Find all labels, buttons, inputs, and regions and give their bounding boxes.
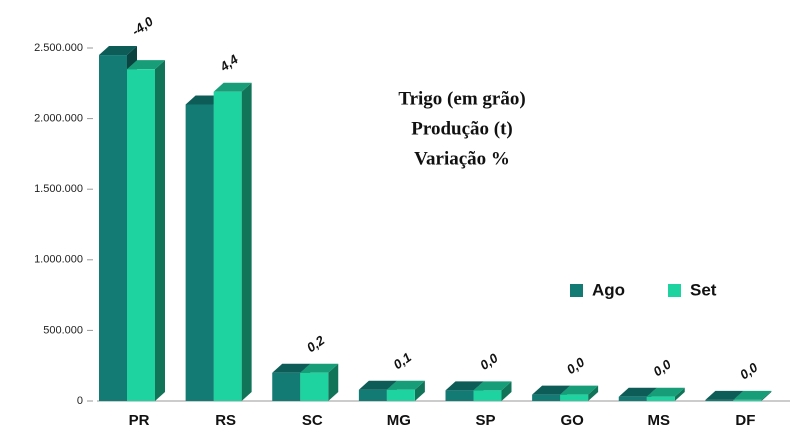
x-tick-label: DF bbox=[735, 412, 755, 429]
bar-face bbox=[532, 394, 561, 401]
chart-title: Trigo (em grão) bbox=[398, 88, 525, 109]
bar-face bbox=[618, 387, 657, 397]
bar-face bbox=[733, 390, 772, 400]
bar-face bbox=[213, 82, 252, 92]
bar-face bbox=[127, 69, 155, 402]
bar-face bbox=[127, 60, 165, 70]
bar-face bbox=[445, 390, 474, 401]
value-label: 4,4 bbox=[216, 51, 241, 75]
x-tick-label: MS bbox=[648, 412, 671, 429]
bar-face bbox=[646, 387, 685, 397]
value-label: 0,1 bbox=[391, 350, 414, 373]
bar-face bbox=[761, 390, 772, 401]
bar-face bbox=[386, 380, 425, 390]
value-label: 0,0 bbox=[650, 356, 674, 379]
bar-face bbox=[358, 380, 397, 390]
chart-title: Variação % bbox=[414, 148, 510, 169]
bar-face bbox=[532, 385, 571, 395]
bar-face bbox=[300, 372, 329, 401]
bar-face bbox=[272, 372, 301, 401]
bar bbox=[733, 390, 772, 401]
bar bbox=[386, 380, 425, 401]
y-tick-label: 1.000.000 bbox=[34, 254, 83, 266]
value-label: 0,0 bbox=[477, 350, 501, 373]
bar-face bbox=[705, 390, 744, 400]
x-tick-label: SP bbox=[475, 412, 495, 429]
x-tick-label: PR bbox=[129, 412, 150, 429]
bar-face bbox=[300, 363, 339, 373]
legend-label: Set bbox=[690, 280, 717, 299]
y-tick-label: 1.500.000 bbox=[34, 183, 83, 195]
bar-face bbox=[674, 387, 685, 401]
value-label: 0,0 bbox=[564, 354, 588, 377]
bar-face bbox=[445, 381, 484, 391]
bar-face bbox=[213, 91, 242, 401]
bar bbox=[213, 82, 252, 401]
legend-label: Ago bbox=[592, 280, 625, 299]
bar-face bbox=[473, 381, 512, 391]
legend-swatch bbox=[668, 284, 681, 297]
y-tick-label: 0 bbox=[77, 395, 83, 407]
bar-face bbox=[99, 46, 137, 56]
bar-face bbox=[705, 399, 734, 401]
bar-face bbox=[155, 60, 165, 402]
bar-face bbox=[272, 363, 311, 373]
bar bbox=[646, 387, 685, 401]
bar-face bbox=[560, 385, 599, 395]
bar-face bbox=[414, 380, 425, 401]
bar bbox=[300, 363, 339, 401]
x-tick-label: RS bbox=[215, 412, 236, 429]
y-tick-label: 2.500.000 bbox=[34, 42, 83, 54]
bar bbox=[560, 385, 599, 401]
x-tick-label: SC bbox=[302, 412, 323, 429]
chart-title: Produção (t) bbox=[411, 118, 513, 139]
bar bbox=[473, 381, 512, 401]
bar-face bbox=[358, 389, 387, 401]
legend-swatch bbox=[570, 284, 583, 297]
bar-face bbox=[386, 389, 415, 401]
bar-face bbox=[646, 396, 675, 401]
bar-face bbox=[328, 363, 339, 401]
x-tick-label: MG bbox=[387, 412, 411, 429]
bar-face bbox=[241, 82, 252, 401]
bar-face bbox=[185, 104, 214, 401]
y-tick-label: 2.000.000 bbox=[34, 113, 83, 125]
bar-face bbox=[473, 390, 502, 401]
bar-face bbox=[501, 381, 512, 401]
bar-face bbox=[588, 385, 599, 401]
bar-face bbox=[99, 55, 127, 402]
value-label: -4,0 bbox=[129, 13, 157, 39]
bar-face bbox=[733, 399, 762, 401]
y-tick-label: 500.000 bbox=[43, 324, 83, 336]
bar-face bbox=[618, 396, 647, 401]
bar-face bbox=[560, 394, 589, 401]
x-tick-label: GO bbox=[560, 412, 584, 429]
value-label: 0,0 bbox=[737, 359, 761, 382]
value-label: 0,2 bbox=[304, 332, 328, 355]
bar bbox=[127, 60, 165, 402]
